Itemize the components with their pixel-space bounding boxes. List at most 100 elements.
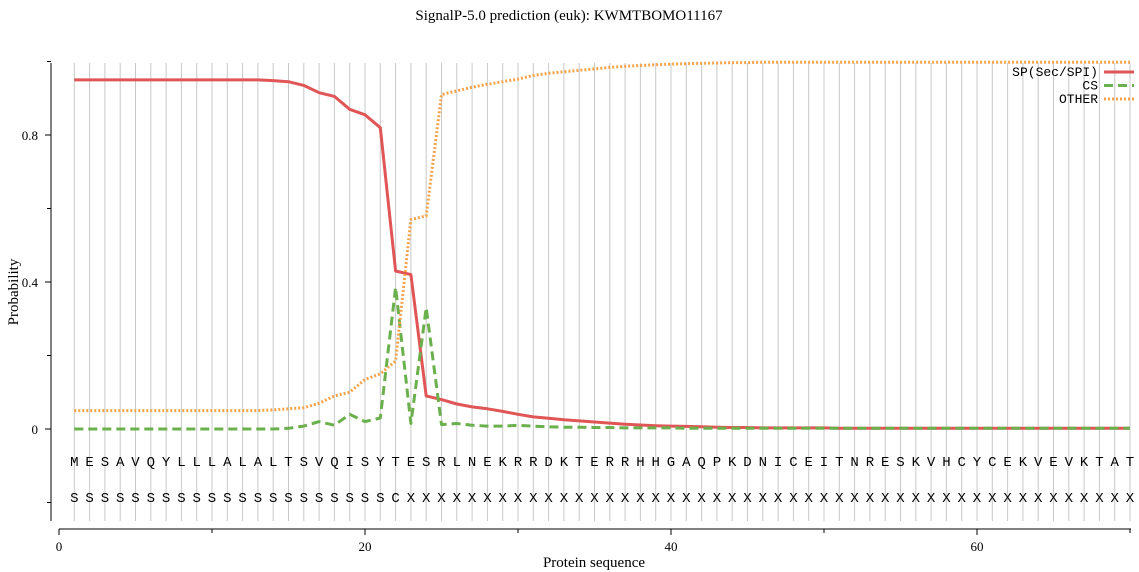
residue-letter: L: [238, 455, 246, 471]
residue-letter: H: [942, 455, 950, 471]
y-tick-label: 0.4: [22, 275, 39, 290]
residue-label: X: [468, 491, 477, 507]
residue-letter: K: [560, 455, 569, 471]
residue-letter: D: [544, 455, 552, 471]
residue-letter: L: [453, 455, 461, 471]
residue-letter: E: [85, 455, 93, 471]
residue-label: X: [1095, 491, 1104, 507]
legend-label: OTHER: [1059, 92, 1098, 107]
residue-label: X: [1126, 491, 1135, 507]
residue-letter: E: [1049, 455, 1057, 471]
chart-title: SignalP-5.0 prediction (euk): KWMTBOMO11…: [415, 8, 723, 24]
residue-letter: C: [988, 455, 996, 471]
residue-letter: M: [70, 455, 78, 471]
residue-label: X: [483, 491, 492, 507]
residue-label: X: [1034, 491, 1043, 507]
residue-letter: Y: [973, 455, 982, 471]
residue-letter: N: [468, 455, 476, 471]
residue-label: S: [376, 491, 384, 507]
residue-letter: V: [131, 455, 140, 471]
residue-letter: T: [391, 455, 399, 471]
residue-letter: R: [437, 455, 446, 471]
residue-label: X: [529, 491, 538, 507]
residue-letter: D: [743, 455, 751, 471]
residue-letter: K: [498, 455, 507, 471]
residue-letter: S: [422, 455, 430, 471]
residue-label: X: [1003, 491, 1012, 507]
residue-letter: E: [590, 455, 598, 471]
residue-label: X: [575, 491, 584, 507]
residue-letter: A: [223, 455, 232, 471]
residue-label: X: [437, 491, 446, 507]
residue-label: X: [713, 491, 722, 507]
residue-label: S: [254, 491, 262, 507]
residue-label: X: [789, 491, 798, 507]
residue-label: C: [391, 491, 399, 507]
residue-letter: R: [606, 455, 615, 471]
residue-letter: P: [713, 455, 721, 471]
residue-label: S: [147, 491, 155, 507]
residue-label: X: [835, 491, 844, 507]
residue-label: X: [881, 491, 890, 507]
residue-label: S: [70, 491, 78, 507]
residue-letter: L: [177, 455, 185, 471]
residue-letter: A: [1110, 455, 1119, 471]
residue-label: X: [820, 491, 829, 507]
residue-label: X: [636, 491, 645, 507]
residue-label: S: [345, 491, 353, 507]
residue-label: X: [621, 491, 630, 507]
residue-letter: Y: [376, 455, 385, 471]
residue-label: X: [804, 491, 813, 507]
x-tick-label: 20: [359, 539, 372, 554]
residue-letter: V: [1034, 455, 1043, 471]
residue-letter: R: [529, 455, 538, 471]
residue-label: S: [284, 491, 292, 507]
residue-label: S: [116, 491, 124, 507]
y-axis-ticks: 0 0.4 0.8: [22, 61, 51, 503]
residue-letter: K: [1019, 455, 1028, 471]
residue-letter: A: [254, 455, 263, 471]
residue-letter: T: [835, 455, 843, 471]
residue-label: X: [682, 491, 691, 507]
residue-letter: H: [636, 455, 644, 471]
residue-label: X: [759, 491, 768, 507]
residue-label: S: [223, 491, 231, 507]
residue-label: X: [1065, 491, 1074, 507]
residue-label: X: [560, 491, 569, 507]
residue-label: S: [330, 491, 338, 507]
residue-letter: Q: [330, 455, 338, 471]
residue-letter: E: [483, 455, 491, 471]
residue-letter: V: [315, 455, 324, 471]
residue-label: X: [407, 491, 416, 507]
residue-letter: Y: [162, 455, 171, 471]
residue-label: X: [942, 491, 951, 507]
residue-letter: S: [896, 455, 904, 471]
residue-label: S: [208, 491, 216, 507]
series-lines: [74, 60, 1130, 431]
residue-label: X: [498, 491, 507, 507]
residue-label: X: [667, 491, 676, 507]
x-axis-ticks: 0 20 40 60: [56, 529, 1131, 554]
x-tick-label: 0: [56, 539, 63, 554]
residue-label: X: [1049, 491, 1058, 507]
residue-label: S: [101, 491, 109, 507]
residue-letter: K: [912, 455, 921, 471]
residue-letter: A: [682, 455, 691, 471]
residue-label: S: [131, 491, 139, 507]
residue-label: S: [269, 491, 277, 507]
residue-label: X: [651, 491, 660, 507]
residue-letter: R: [621, 455, 630, 471]
residue-label: X: [774, 491, 783, 507]
residue-letter: E: [1003, 455, 1011, 471]
residue-letter: T: [1126, 455, 1134, 471]
residue-label: S: [300, 491, 308, 507]
residue-letter: K: [728, 455, 737, 471]
residue-label: X: [590, 491, 599, 507]
residue-letter: T: [1095, 455, 1103, 471]
residue-label: X: [1019, 491, 1028, 507]
residue-letter: Q: [147, 455, 155, 471]
residue-letter: V: [927, 455, 936, 471]
